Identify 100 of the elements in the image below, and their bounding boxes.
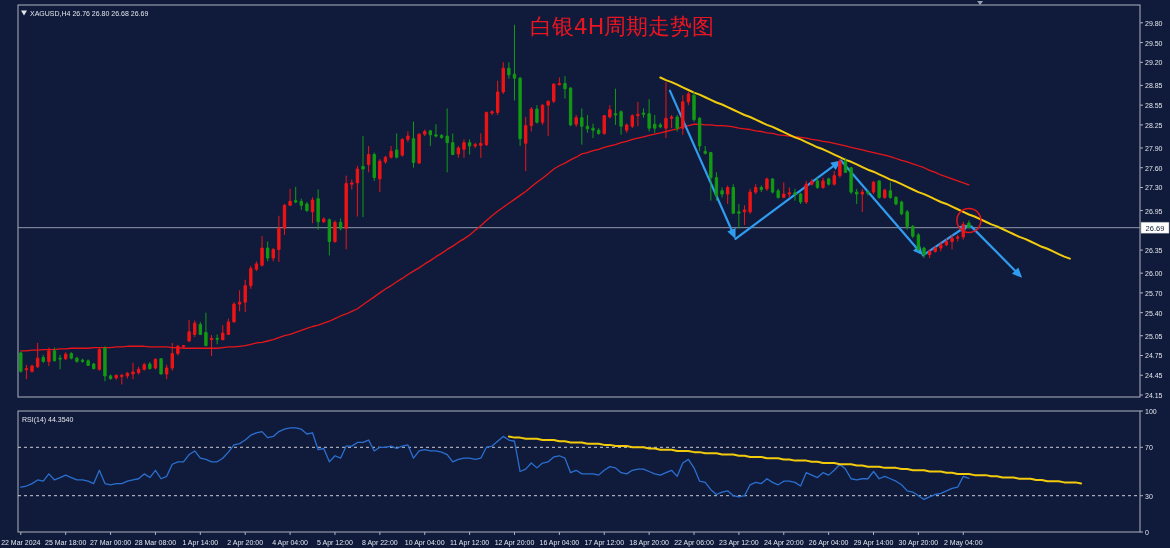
candlestick bbox=[80, 358, 85, 364]
candlestick bbox=[939, 241, 943, 252]
candlestick bbox=[686, 91, 691, 106]
candlestick bbox=[142, 362, 146, 372]
candlestick bbox=[221, 324, 225, 341]
candlestick bbox=[832, 170, 836, 187]
candlestick bbox=[557, 76, 562, 86]
candlestick bbox=[383, 155, 388, 165]
candlestick bbox=[327, 217, 332, 256]
candlestick bbox=[636, 101, 640, 127]
candlestick bbox=[428, 129, 433, 147]
candlestick bbox=[697, 116, 702, 152]
candlestick bbox=[366, 145, 371, 173]
candlestick bbox=[563, 75, 567, 100]
candlestick bbox=[226, 318, 231, 336]
candlestick bbox=[260, 235, 264, 268]
candlestick bbox=[967, 219, 971, 229]
candlestick bbox=[675, 114, 679, 132]
candlestick bbox=[703, 145, 707, 156]
candlestick bbox=[243, 279, 247, 313]
candlestick bbox=[899, 200, 904, 216]
candlestick bbox=[316, 188, 320, 231]
candlestick bbox=[574, 114, 578, 128]
line-series bbox=[20, 427, 970, 500]
candlestick bbox=[888, 181, 893, 200]
candlestick bbox=[838, 158, 842, 179]
candlestick bbox=[350, 179, 354, 190]
candlestick bbox=[423, 129, 427, 137]
candlestick bbox=[860, 188, 864, 213]
candlestick bbox=[821, 177, 825, 190]
candlestick bbox=[613, 88, 618, 126]
candlestick bbox=[159, 357, 163, 376]
candlestick bbox=[731, 183, 735, 215]
candlestick bbox=[658, 122, 663, 129]
candlestick bbox=[417, 132, 421, 165]
candlestick bbox=[742, 204, 747, 226]
candlestick bbox=[495, 80, 500, 116]
candlestick bbox=[355, 165, 360, 217]
candlestick bbox=[237, 289, 242, 312]
candlestick bbox=[568, 86, 573, 127]
line-series bbox=[659, 76, 1071, 260]
candlestick bbox=[58, 354, 62, 370]
candlestick bbox=[608, 104, 612, 119]
candlestick bbox=[647, 98, 651, 132]
candlestick bbox=[815, 177, 820, 190]
candlestick bbox=[411, 121, 416, 169]
candlestick bbox=[103, 345, 107, 382]
candlestick bbox=[305, 201, 309, 213]
candlestick bbox=[322, 216, 326, 224]
candlestick bbox=[776, 188, 780, 200]
candlestick bbox=[894, 195, 898, 206]
candlestick bbox=[580, 107, 584, 146]
candlestick bbox=[333, 219, 337, 244]
line-series bbox=[507, 435, 1083, 485]
candlestick bbox=[271, 247, 275, 262]
candlestick bbox=[64, 351, 68, 361]
candlestick bbox=[501, 61, 505, 95]
candlestick bbox=[277, 215, 281, 263]
candlestick bbox=[361, 135, 365, 218]
candlestick bbox=[826, 177, 831, 187]
candlestick bbox=[310, 196, 315, 224]
candlestick bbox=[92, 362, 96, 370]
candlestick bbox=[782, 181, 786, 199]
candlestick bbox=[400, 137, 404, 158]
candlestick bbox=[669, 114, 674, 129]
candlestick bbox=[512, 24, 517, 102]
candlestick bbox=[378, 158, 382, 193]
candlestick bbox=[759, 185, 764, 193]
candlestick bbox=[136, 366, 141, 376]
candlestick bbox=[232, 301, 236, 324]
candlestick bbox=[131, 362, 135, 380]
candlestick bbox=[765, 177, 769, 192]
candlestick bbox=[282, 203, 287, 236]
candlestick bbox=[709, 151, 713, 202]
candlestick bbox=[148, 361, 152, 370]
candlestick bbox=[725, 185, 730, 205]
candlestick bbox=[871, 180, 876, 195]
candlestick bbox=[389, 145, 393, 160]
candlestick bbox=[754, 183, 758, 195]
candlestick bbox=[187, 319, 191, 343]
candlestick bbox=[86, 358, 90, 367]
candlestick bbox=[439, 133, 444, 140]
chart-title: 白银4H周期走势图 bbox=[529, 13, 715, 39]
candlestick bbox=[748, 188, 752, 215]
candlestick bbox=[933, 245, 937, 254]
candlestick bbox=[108, 374, 113, 381]
candlestick bbox=[52, 347, 57, 362]
candlestick bbox=[394, 132, 399, 160]
candlestick bbox=[518, 76, 522, 147]
candlestick bbox=[793, 188, 797, 202]
candlestick bbox=[41, 354, 45, 364]
candlestick bbox=[445, 107, 449, 173]
candlestick bbox=[30, 364, 34, 374]
candlestick bbox=[507, 61, 511, 80]
candlestick bbox=[552, 82, 556, 104]
candlestick bbox=[288, 188, 292, 207]
candlestick bbox=[692, 91, 696, 123]
candlestick bbox=[75, 356, 79, 364]
candlestick bbox=[215, 333, 219, 345]
candlestick bbox=[585, 114, 590, 134]
